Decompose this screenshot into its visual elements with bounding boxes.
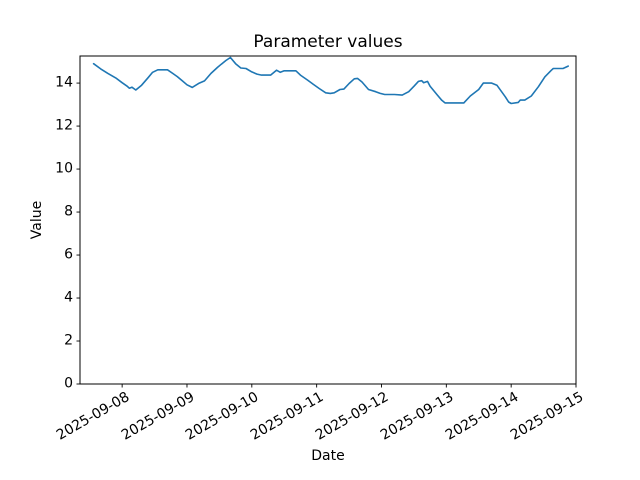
- x-axis-label: Date: [311, 448, 345, 464]
- y-tick-label: 4: [64, 289, 73, 306]
- y-axis-label: Value: [29, 200, 45, 240]
- y-tick-label: 12: [55, 117, 73, 134]
- y-tick-label: 10: [55, 160, 73, 177]
- y-tick-label: 0: [64, 375, 73, 392]
- y-tick-label: 8: [64, 203, 73, 220]
- y-tick-label: 6: [64, 246, 73, 263]
- data-line: [92, 56, 570, 105]
- axes-frame: [79, 55, 577, 385]
- chart-title: Parameter values: [253, 32, 403, 52]
- y-tick-label: 2: [64, 332, 73, 349]
- y-tick-label: 14: [55, 74, 73, 91]
